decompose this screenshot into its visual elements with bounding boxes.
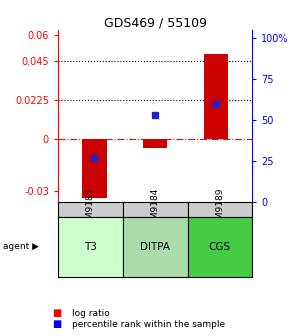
Text: GSM9189: GSM9189 (215, 187, 224, 231)
Bar (204, 54, 228, 139)
Text: log ratio: log ratio (72, 309, 110, 318)
Title: GDS469 / 55109: GDS469 / 55109 (104, 16, 207, 29)
Text: DITPA: DITPA (140, 242, 170, 252)
Bar (143, 139, 167, 148)
Text: percentile rank within the sample: percentile rank within the sample (72, 320, 226, 329)
Text: CGS: CGS (209, 242, 231, 252)
Text: agent ▶: agent ▶ (3, 243, 39, 251)
Text: GSM9185: GSM9185 (86, 187, 95, 231)
Text: ■: ■ (52, 319, 61, 329)
Bar (82, 139, 106, 198)
Text: T3: T3 (84, 242, 97, 252)
Text: ■: ■ (52, 308, 61, 318)
Text: GSM9184: GSM9184 (151, 187, 160, 231)
